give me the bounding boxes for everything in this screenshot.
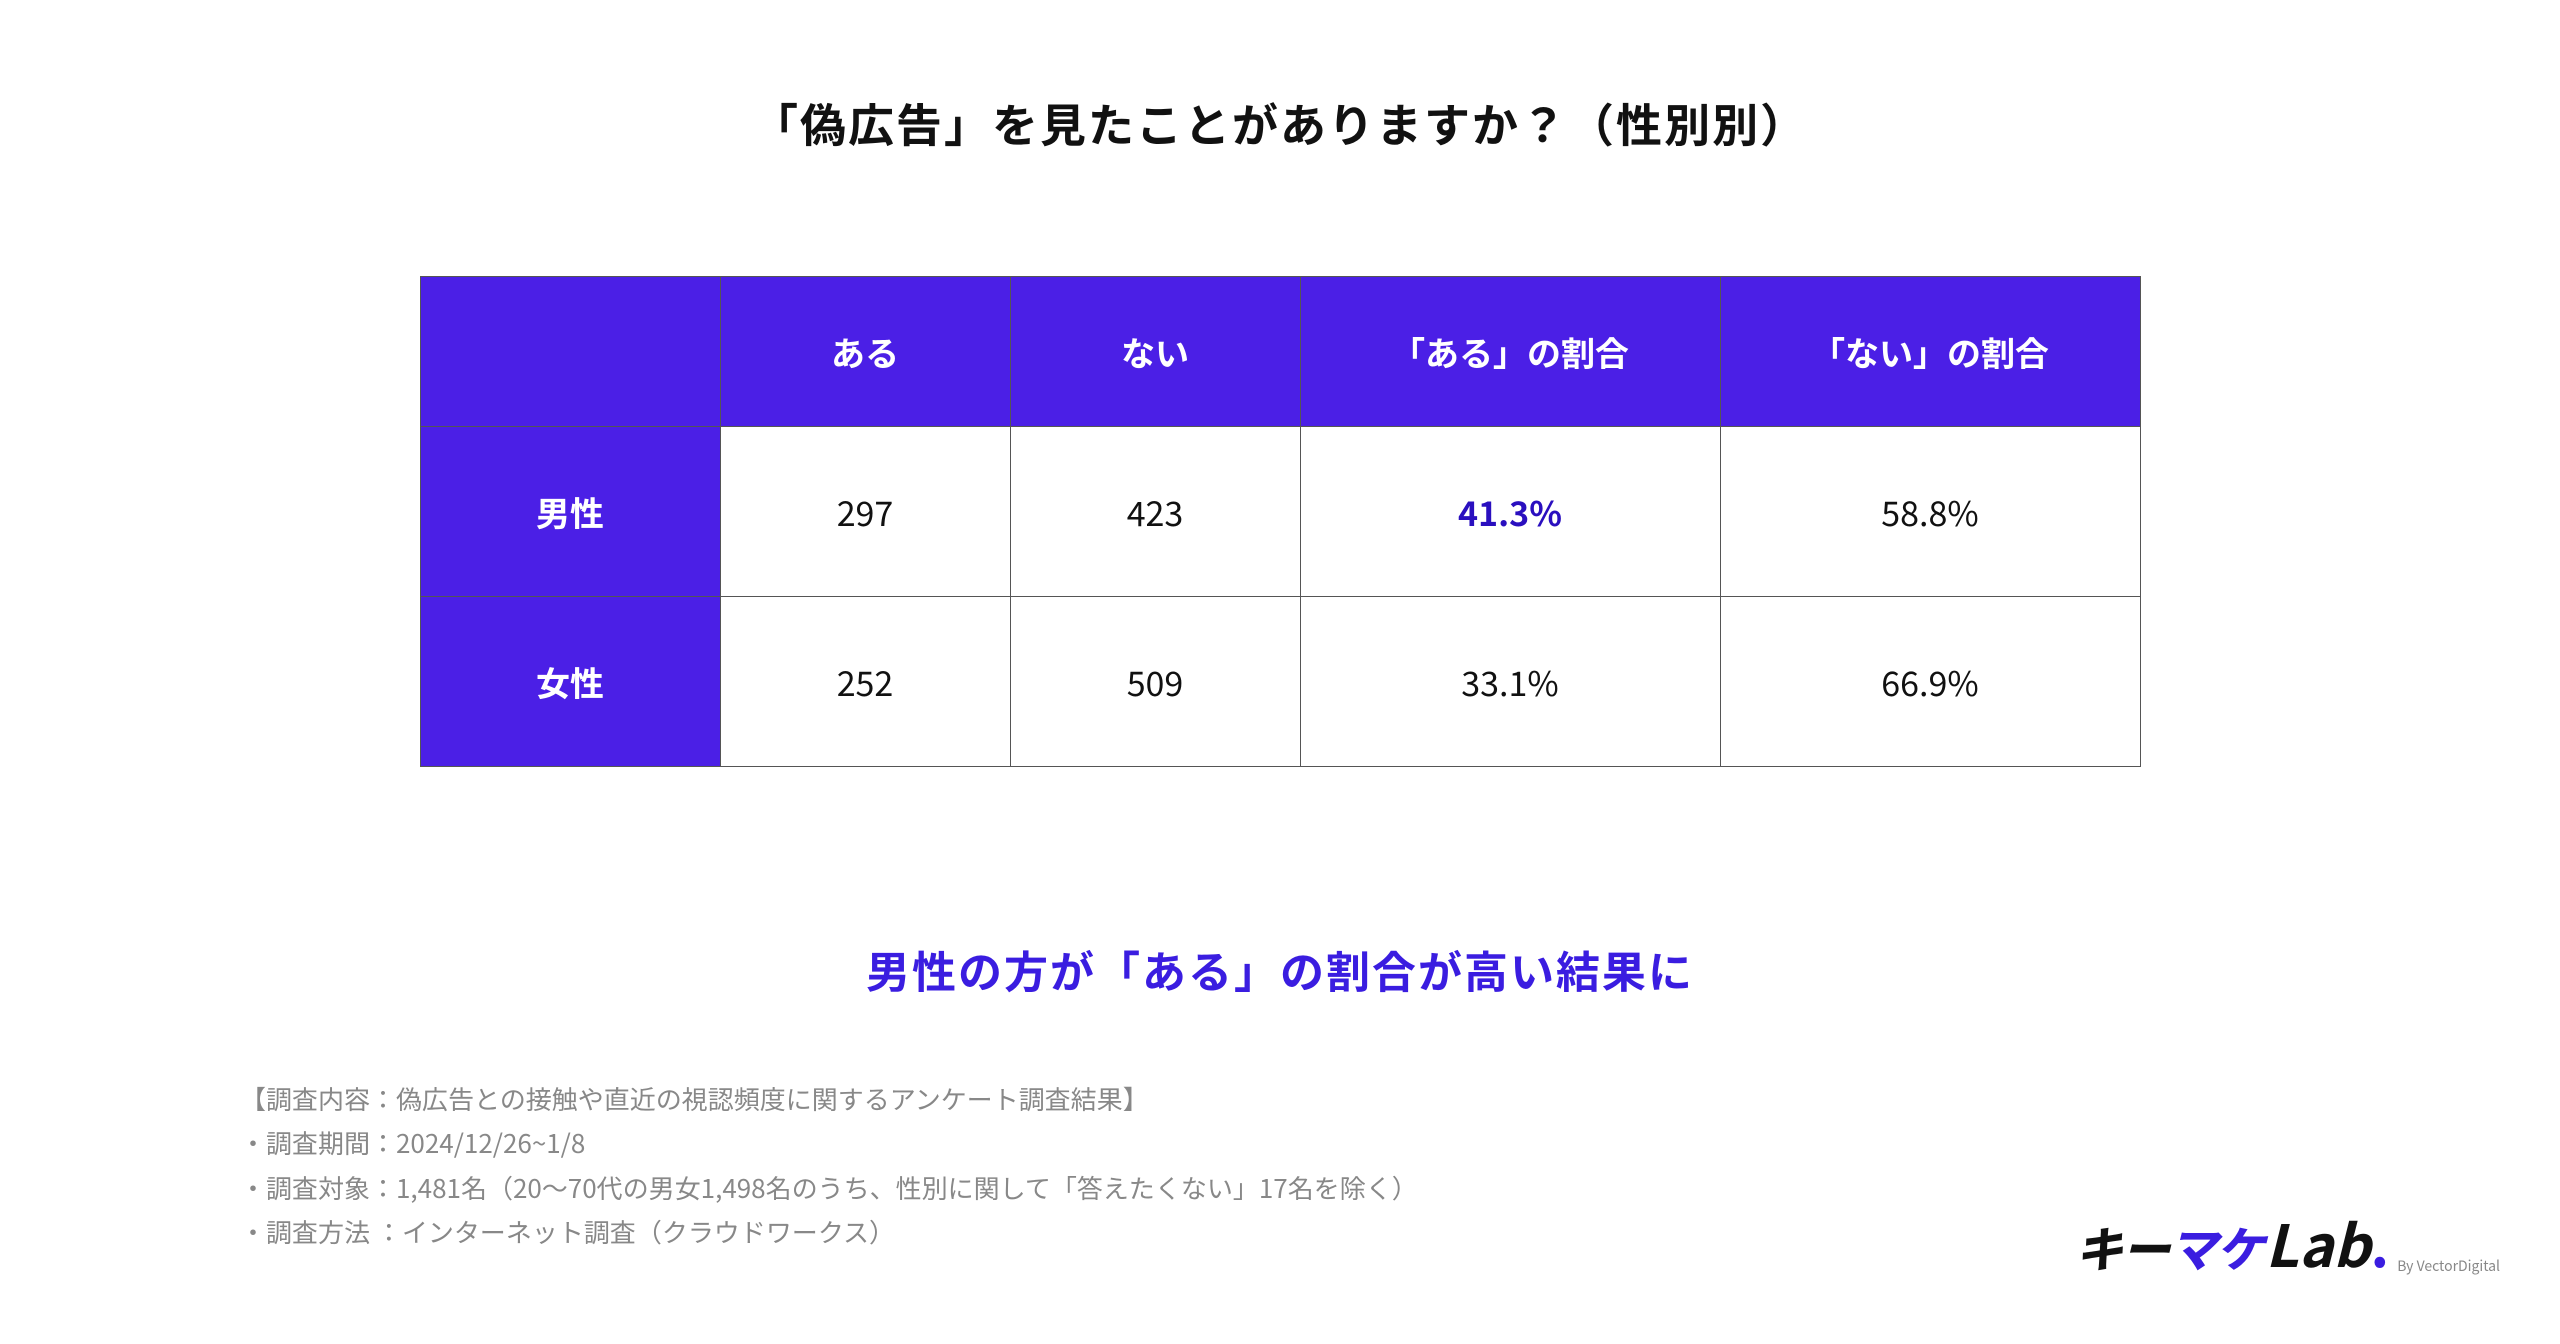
table-row: 女性 252 509 33.1% 66.9%	[420, 597, 2140, 767]
table-cell: 252	[720, 597, 1010, 767]
table-cell: 423	[1010, 427, 1300, 597]
table-header-row: ある ない 「ある」の割合 「ない」の割合	[420, 277, 2140, 427]
footer-line: ・調査対象：1,481名（20〜70代の男女1,498名のうち、性別に関して「答…	[240, 1166, 1418, 1210]
footer-line: ・調査方法 ：インターネット調査（クラウドワークス）	[240, 1210, 1418, 1254]
logo-text-part2: マケ	[2169, 1211, 2263, 1281]
row-header: 男性	[420, 427, 720, 597]
table-cell: 297	[720, 427, 1010, 597]
footer-line: 【調査内容：偽広告との接触や直近の視認頻度に関するアンケート調査結果】	[240, 1077, 1418, 1121]
col-header: ない	[1010, 277, 1300, 427]
logo-text-part1: キー	[2075, 1211, 2169, 1281]
logo-text-part3: Lab	[2265, 1200, 2370, 1284]
table-cell: 58.8%	[1720, 427, 2140, 597]
table-cell: 66.9%	[1720, 597, 2140, 767]
brand-logo: キーマケLab. By VectorDigital	[2075, 1200, 2500, 1284]
slide: 「偽広告」を見たことがありますか？（性別別） ある ない 「ある」の割合 「ない…	[0, 0, 2560, 1344]
col-header: 「ない」の割合	[1720, 277, 2140, 427]
table-cell: 509	[1010, 597, 1300, 767]
table-cell-highlight: 41.3%	[1300, 427, 1720, 597]
col-header: ある	[720, 277, 1010, 427]
footer-notes: 【調査内容：偽広告との接触や直近の視認頻度に関するアンケート調査結果】 ・調査期…	[240, 1077, 1418, 1254]
table-corner-cell	[420, 277, 720, 427]
table-cell: 33.1%	[1300, 597, 1720, 767]
col-header: 「ある」の割合	[1300, 277, 1720, 427]
footer-line: ・調査期間：2024/12/26~1/8	[240, 1121, 1418, 1165]
conclusion-text: 男性の方が「ある」の割合が高い結果に	[240, 937, 2320, 1001]
logo-byline: By VectorDigital	[2397, 1256, 2500, 1276]
table-row: 男性 297 423 41.3% 58.8%	[420, 427, 2140, 597]
row-header: 女性	[420, 597, 720, 767]
data-table: ある ない 「ある」の割合 「ない」の割合 男性 297 423 41.3% 5…	[420, 276, 2141, 767]
slide-title: 「偽広告」を見たことがありますか？（性別別）	[240, 90, 2320, 156]
logo-dot: .	[2370, 1200, 2389, 1284]
